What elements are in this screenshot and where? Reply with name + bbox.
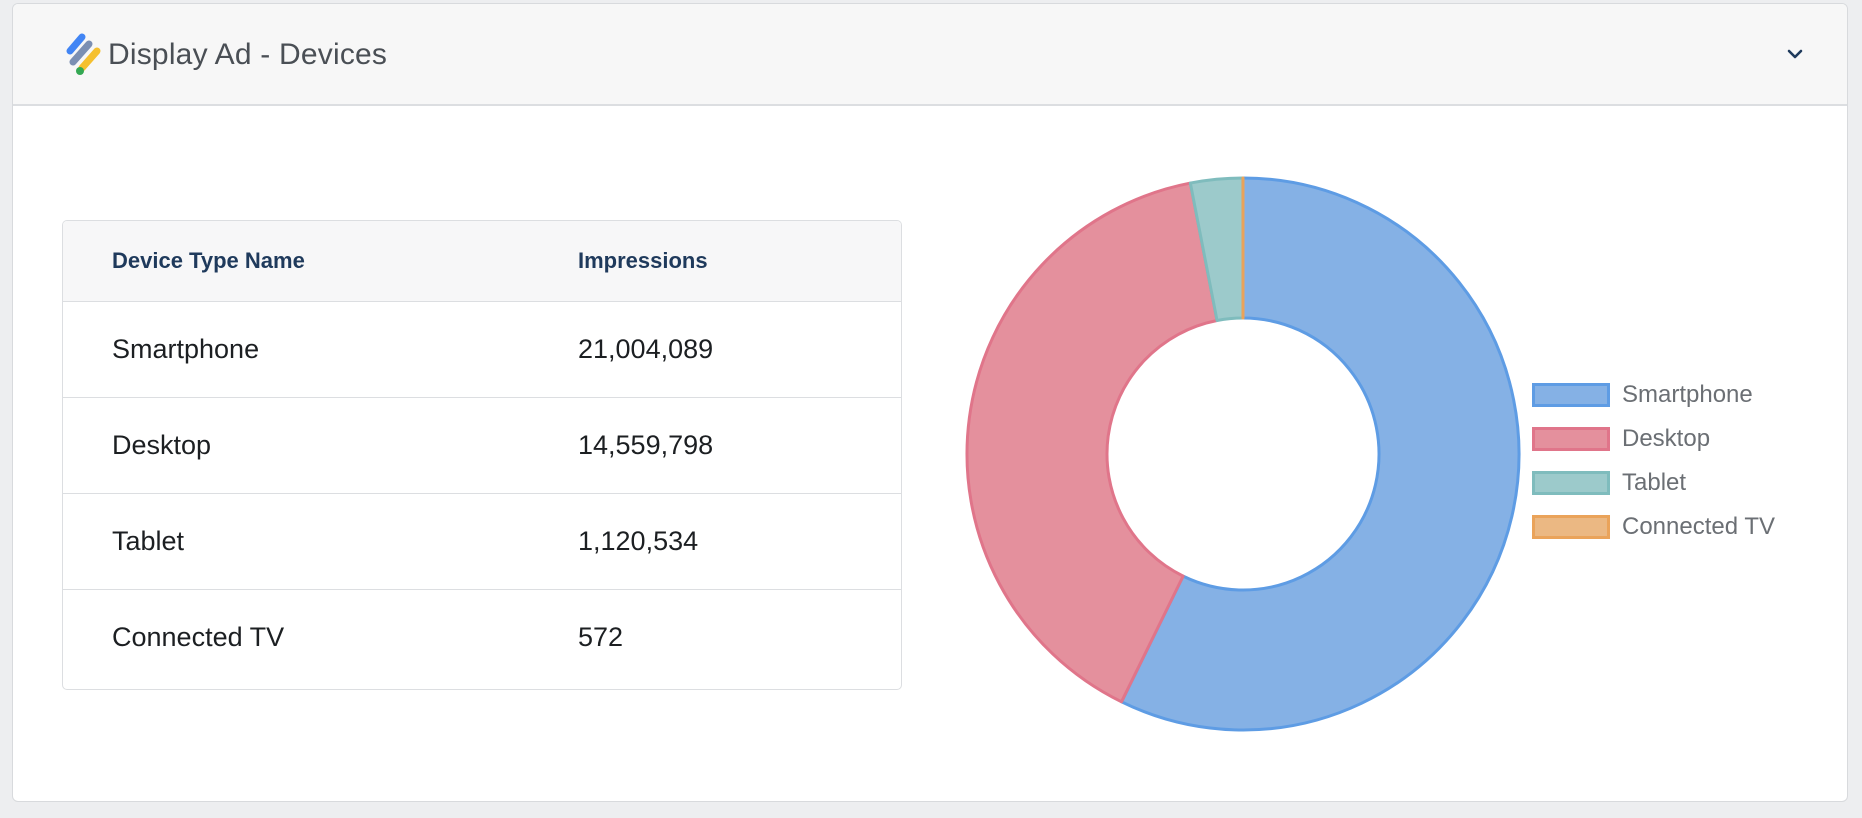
impressions-cell: 1,120,534 <box>578 525 699 556</box>
legend-swatch <box>1532 427 1610 451</box>
column-header-device-type[interactable]: Device Type Name <box>112 247 305 273</box>
table-row: Tablet 1,120,534 <box>63 493 901 589</box>
card-header: Display Ad - Devices <box>13 4 1847 106</box>
legend-item-smartphone[interactable]: Smartphone <box>1532 373 1775 417</box>
chart-legend: Smartphone Desktop Tablet Connected TV <box>1532 373 1775 549</box>
table-row: Desktop 14,559,798 <box>63 397 901 493</box>
legend-item-desktop[interactable]: Desktop <box>1532 417 1775 461</box>
device-type-cell: Smartphone <box>112 333 260 364</box>
display-ad-logo-icon <box>66 33 101 75</box>
slice-desktop[interactable] <box>965 181 1219 704</box>
display-ad-devices-card: Display Ad - Devices Device Type Name Im… <box>12 3 1848 802</box>
legend-item-connected-tv[interactable]: Connected TV <box>1532 505 1775 549</box>
slice-smartphone[interactable] <box>1119 176 1521 732</box>
impressions-cell: 572 <box>578 621 624 652</box>
table-row: Connected TV 572 <box>63 589 901 685</box>
device-table: Device Type Name Impressions Smartphone … <box>62 220 902 690</box>
legend-item-tablet[interactable]: Tablet <box>1532 461 1775 505</box>
legend-swatch <box>1532 471 1610 495</box>
legend-label: Connected TV <box>1622 513 1775 540</box>
legend-swatch <box>1532 383 1610 407</box>
legend-swatch <box>1532 515 1610 539</box>
legend-label: Tablet <box>1622 469 1687 496</box>
column-header-impressions[interactable]: Impressions <box>578 247 708 273</box>
chevron-down-icon <box>1787 49 1803 59</box>
table-header-row: Device Type Name Impressions <box>63 221 901 301</box>
legend-label: Smartphone <box>1622 381 1753 408</box>
device-type-cell: Tablet <box>112 525 185 556</box>
table-row: Smartphone 21,004,089 <box>63 301 901 397</box>
collapse-button[interactable] <box>1781 40 1809 68</box>
card-title: Display Ad - Devices <box>108 38 388 71</box>
device-type-cell: Connected TV <box>112 621 285 652</box>
impressions-cell: 14,559,798 <box>578 429 714 460</box>
legend-label: Desktop <box>1622 425 1711 452</box>
impressions-cell: 21,004,089 <box>578 333 714 364</box>
device-doughnut-chart <box>965 176 1521 732</box>
device-type-cell: Desktop <box>112 429 212 460</box>
